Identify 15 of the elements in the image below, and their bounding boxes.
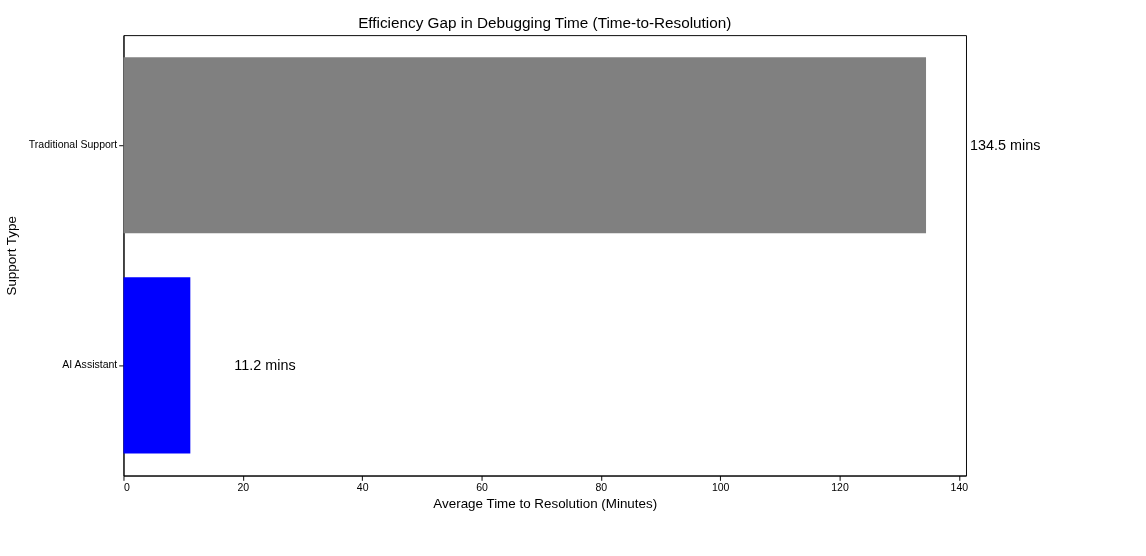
x-tick-label: 120	[831, 481, 849, 494]
x-tick-label: 40	[356, 481, 369, 494]
data-label: 134.5 mins	[970, 137, 1041, 154]
x-tick-label: 80	[595, 481, 608, 494]
x-tick-label: 140	[950, 481, 969, 494]
x-tick-label: 100	[711, 481, 730, 494]
x-axis-title: Average Time to Resolution (Minutes)	[433, 495, 658, 511]
x-tick-label: 0	[123, 481, 130, 494]
x-tick-label: 60	[476, 481, 488, 494]
x-tick-label: 20	[237, 481, 250, 494]
y-axis-title: Support Type	[4, 216, 20, 296]
y-tick-label: Traditional Support	[28, 138, 118, 151]
chart-title: Efficiency Gap in Debugging Time (Time-to-Resolution)	[358, 14, 732, 32]
y-tick-label: AI Assistant	[62, 358, 118, 371]
data-label: 11.2 mins	[234, 357, 296, 374]
